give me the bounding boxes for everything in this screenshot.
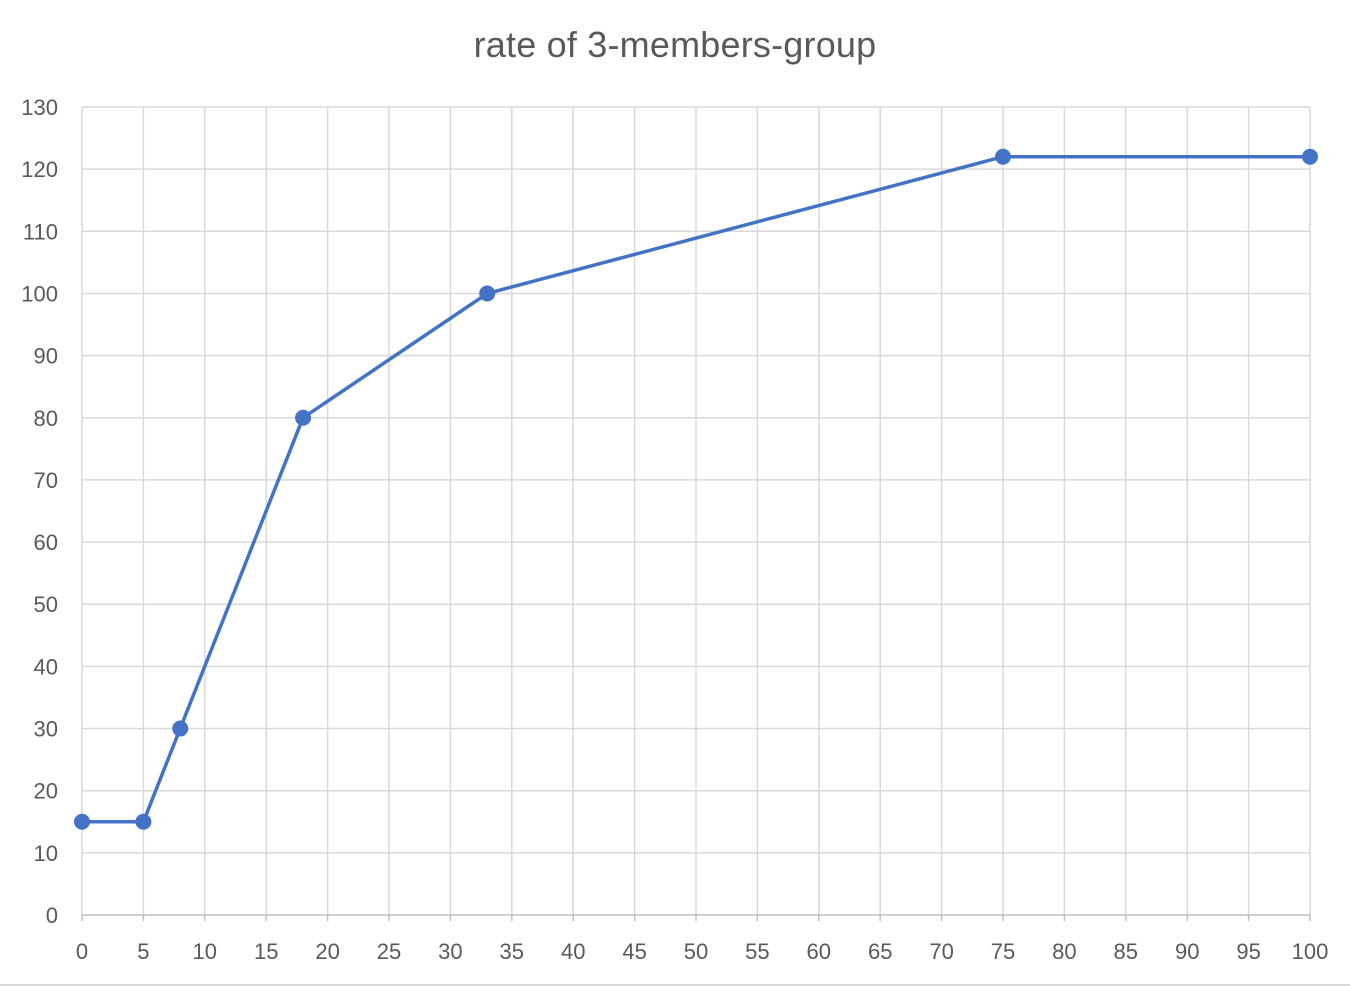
y-tick-label: 0 xyxy=(46,903,58,928)
y-axis-tick-labels: 0 10 20 30 40 50 60 70 80 90 100 110 120 130 xyxy=(21,95,58,928)
x-tick-label: 75 xyxy=(991,939,1015,964)
x-tick-label: 50 xyxy=(684,939,708,964)
x-tick-label: 35 xyxy=(500,939,524,964)
x-tick-label: 30 xyxy=(438,939,462,964)
data-point-marker xyxy=(172,720,189,737)
y-tick-label: 100 xyxy=(21,281,58,306)
x-tick-label: 60 xyxy=(807,939,831,964)
x-tick-label: 0 xyxy=(76,939,88,964)
data-point-marker xyxy=(295,409,312,426)
x-tick-label: 85 xyxy=(1114,939,1138,964)
y-tick-label: 50 xyxy=(34,592,58,617)
data-point-marker xyxy=(74,813,90,830)
x-tick-label: 10 xyxy=(193,939,217,964)
data-point-marker xyxy=(479,285,496,302)
series xyxy=(74,148,1318,830)
x-tick-label: 90 xyxy=(1175,939,1199,964)
x-tick-label: 5 xyxy=(137,939,149,964)
gridlines xyxy=(81,106,1311,915)
chart-title: rate of 3-members-group xyxy=(473,24,877,65)
axes xyxy=(81,914,1311,921)
x-tick-label: 45 xyxy=(622,939,646,964)
x-tick-label: 15 xyxy=(254,939,278,964)
x-tick-label: 55 xyxy=(745,939,769,964)
y-tick-label: 60 xyxy=(34,530,58,555)
x-tick-label: 100 xyxy=(1292,939,1329,964)
x-tick-label: 65 xyxy=(868,939,892,964)
y-tick-label: 90 xyxy=(34,344,58,369)
data-point-marker xyxy=(135,813,152,830)
y-tick-label: 130 xyxy=(21,95,58,120)
x-tick-label: 95 xyxy=(1236,939,1260,964)
bottom-divider xyxy=(0,984,1350,986)
x-axis-tick-labels: 0 5 10 15 20 25 30 35 40 45 50 55 60 65 70 75 80 85 90 95 10… xyxy=(76,939,1328,964)
x-tick-label: 20 xyxy=(315,939,339,964)
data-point-marker xyxy=(995,148,1011,165)
data-point-marker xyxy=(1302,148,1318,165)
y-tick-label: 70 xyxy=(34,468,58,493)
y-tick-label: 20 xyxy=(34,779,58,804)
y-tick-label: 110 xyxy=(23,219,58,244)
y-tick-label: 40 xyxy=(34,654,58,679)
y-tick-label: 80 xyxy=(34,406,58,431)
y-tick-label: 120 xyxy=(21,157,58,182)
x-tick-label: 70 xyxy=(929,939,953,964)
x-tick-label: 80 xyxy=(1052,939,1076,964)
x-tick-label: 40 xyxy=(561,939,585,964)
x-tick-label: 25 xyxy=(377,939,401,964)
y-tick-label: 30 xyxy=(34,717,58,742)
y-tick-label: 10 xyxy=(34,841,58,866)
